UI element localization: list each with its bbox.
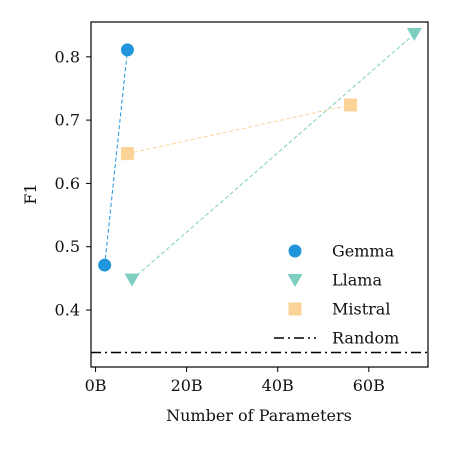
legend-random-label: Random [332,329,399,348]
legend-gemma-marker [288,244,302,258]
y-axis: 0.4 0.5 0.6 0.7 0.8 [55,47,91,320]
llama-point [406,28,422,42]
llama-connector-line [131,33,415,281]
x-tick-label: 60B [353,376,385,395]
y-tick-label: 0.7 [55,111,80,130]
x-axis: 0B 20B 40B 60B [85,367,385,395]
mistral-connector-line [127,104,351,155]
legend-mistral-label: Mistral [332,300,390,319]
y-tick-label: 0.4 [55,301,80,320]
mistral-point [344,98,358,112]
x-axis-label: Number of Parameters [166,406,352,425]
series-layer [98,28,422,287]
y-axis-label: F1 [21,183,40,204]
mistral-point [120,147,134,161]
y-tick-label: 0.5 [55,237,80,256]
plot-frame [90,21,429,368]
x-tick-label: 40B [262,376,294,395]
gemma-point [98,258,112,272]
llama-point [124,273,140,287]
x-tick-label: 0B [85,376,107,395]
legend-llama-label: Llama [332,271,382,290]
legend-llama-marker [287,274,303,287]
legend: Gemma Llama Mistral Random [274,242,399,348]
y-tick-label: 0.8 [55,47,80,66]
gemma-point [120,43,134,57]
legend-gemma-label: Gemma [332,242,395,261]
y-tick-label: 0.6 [55,174,80,193]
gemma-connector-line [104,49,128,266]
legend-mistral-marker [288,302,302,316]
x-tick-label: 20B [171,376,203,395]
